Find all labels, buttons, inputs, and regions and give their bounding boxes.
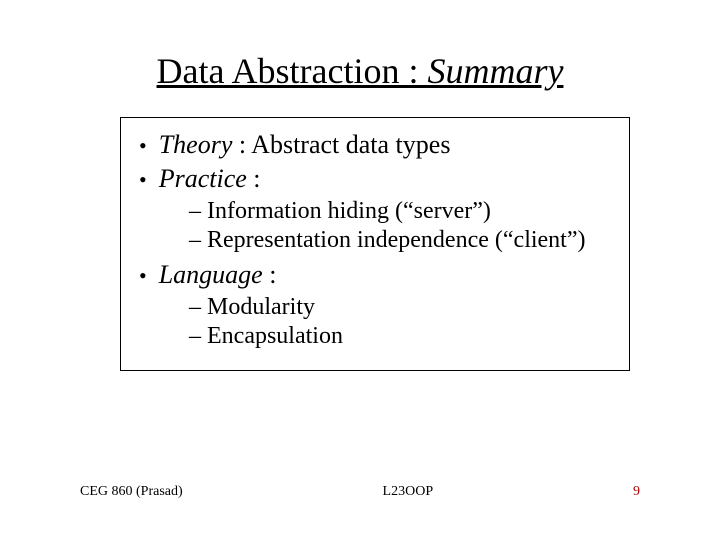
title-plain: Data Abstraction : <box>157 51 428 91</box>
slide-container: Data Abstraction : Summary • Theory : Ab… <box>0 0 720 540</box>
practice-sub-2: –Representation independence (“client”) <box>189 227 611 254</box>
bullet-practice: • Practice : <box>139 164 611 194</box>
bullet-language-text: Language : <box>159 260 277 290</box>
bullet-dot-icon: • <box>139 133 147 159</box>
dash-icon: – <box>189 198 201 224</box>
language-sub1: Modularity <box>207 294 315 320</box>
language-sub-2: –Encapsulation <box>189 323 611 350</box>
bullet-theory-text: Theory : Abstract data types <box>159 130 451 160</box>
slide-title: Data Abstraction : Summary <box>80 50 640 92</box>
bullet-theory: • Theory : Abstract data types <box>139 130 611 160</box>
bullet-dot-icon: • <box>139 167 147 193</box>
practice-sub1-tail: (“server”) <box>389 198 491 224</box>
language-sep: : <box>263 260 277 289</box>
practice-sub1-main: Information hiding <box>207 198 389 224</box>
practice-sub2-main: Representation independence <box>207 227 489 253</box>
title-italic: Summary <box>427 51 563 91</box>
practice-sep: : <box>247 164 261 193</box>
theory-label: Theory <box>159 130 233 159</box>
language-sub2: Encapsulation <box>207 323 343 349</box>
footer-center: L23OOP <box>383 484 434 500</box>
dash-icon: – <box>189 227 201 253</box>
practice-sub2-tail: (“client”) <box>489 227 586 253</box>
language-sub-1: –Modularity <box>189 294 611 321</box>
language-label: Language <box>159 260 263 289</box>
bullet-language: • Language : <box>139 260 611 290</box>
theory-value: Abstract data types <box>251 130 450 159</box>
dash-icon: – <box>189 323 201 349</box>
footer-left: CEG 860 (Prasad) <box>80 484 183 500</box>
bullet-dot-icon: • <box>139 263 147 289</box>
footer-page-number: 9 <box>633 484 640 500</box>
dash-icon: – <box>189 294 201 320</box>
practice-sub-1: –Information hiding (“server”) <box>189 198 611 225</box>
practice-label: Practice <box>159 164 247 193</box>
slide-footer: CEG 860 (Prasad) L23OOP 9 <box>80 484 640 500</box>
theory-sep: : <box>232 130 251 159</box>
practice-sublist: –Information hiding (“server”) –Represen… <box>189 198 611 254</box>
bullet-practice-text: Practice : <box>159 164 261 194</box>
language-sublist: –Modularity –Encapsulation <box>189 294 611 350</box>
content-box: • Theory : Abstract data types • Practic… <box>120 117 630 371</box>
